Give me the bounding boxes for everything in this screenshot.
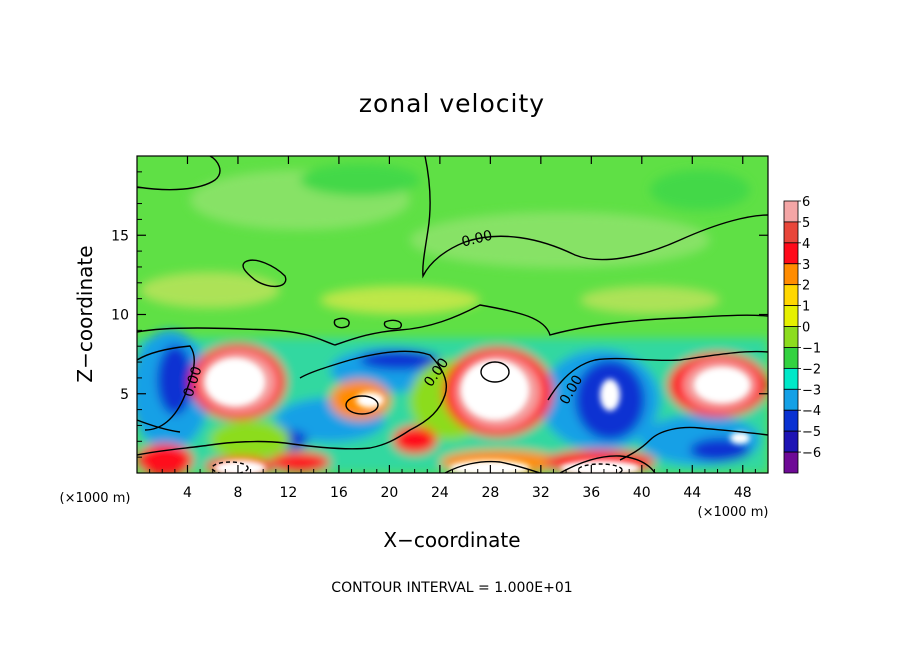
- colorbar-label: −4: [802, 404, 821, 419]
- x-tick-label: 8: [233, 485, 242, 501]
- x-tick-label: 40: [633, 485, 651, 501]
- colorbar-swatch: [783, 367, 799, 390]
- colorbar-label: −2: [802, 362, 821, 377]
- colorbar-swatch: [783, 388, 799, 411]
- colorbar-swatch: [783, 242, 799, 265]
- y-tick-label: 10: [111, 308, 129, 324]
- colorbar-label: 4: [802, 237, 810, 252]
- x-tick-label: 24: [431, 485, 449, 501]
- y-axis: 5 10 15: [111, 171, 768, 458]
- colorbar-label: −3: [802, 383, 821, 398]
- colorbar-swatch: [783, 305, 799, 327]
- y-tick-label: 15: [111, 228, 129, 244]
- x-tick-label: 20: [380, 485, 398, 501]
- y-tick-label: 5: [120, 387, 129, 403]
- chart-title: zonal velocity: [359, 89, 545, 118]
- colorbar-swatch: [783, 221, 799, 244]
- x-tick-label: 48: [734, 485, 752, 501]
- x-tick-label: 32: [532, 485, 550, 501]
- x-tick-label: 12: [280, 485, 298, 501]
- colorbar-swatch: [783, 430, 799, 453]
- colorbar: 6 5 4 3 2 1 0 −1 −2 −3 −4 −5 −6: [783, 195, 821, 474]
- x-tick-label: 36: [582, 485, 600, 501]
- x-tick-label: 28: [481, 485, 499, 501]
- colorbar-label: 6: [802, 195, 810, 210]
- colorbar-swatch: [783, 263, 799, 286]
- colorbar-swatch: [783, 451, 799, 474]
- colorbar-swatch: [783, 326, 799, 348]
- colorbar-label: 0: [802, 321, 810, 336]
- colorbar-swatch: [783, 347, 799, 369]
- colorbar-label: 5: [802, 216, 810, 231]
- colorbar-label: −6: [802, 446, 821, 461]
- x-scale-note-right: (×1000 m): [698, 505, 769, 520]
- contour-interval-note: CONTOUR INTERVAL = 1.000E+01: [331, 580, 572, 596]
- heatmap-field: 0.00 0.00 0.00 0.00: [137, 156, 768, 473]
- x-tick-label: 4: [183, 485, 192, 501]
- colorbar-swatch: [783, 200, 799, 223]
- colorbar-label: 2: [802, 279, 810, 294]
- x-axis: 4 8 12 16 20 24 28 32 36 40 44 48: [149, 156, 756, 501]
- x-tick-label: 16: [330, 485, 348, 501]
- colorbar-swatch: [783, 409, 799, 432]
- x-tick-label: 44: [683, 485, 701, 501]
- colorbar-label: 3: [802, 258, 810, 273]
- colorbar-label: −1: [802, 341, 821, 356]
- contour-label-1: 0.00: [460, 228, 494, 251]
- colorbar-swatch: [783, 284, 799, 307]
- x-axis-label: X−coordinate: [383, 528, 520, 552]
- x-scale-note-left: (×1000 m): [60, 491, 131, 506]
- y-axis-label: Z−coordinate: [73, 245, 97, 382]
- colorbar-label: 1: [802, 300, 810, 315]
- colorbar-label: −5: [802, 425, 821, 440]
